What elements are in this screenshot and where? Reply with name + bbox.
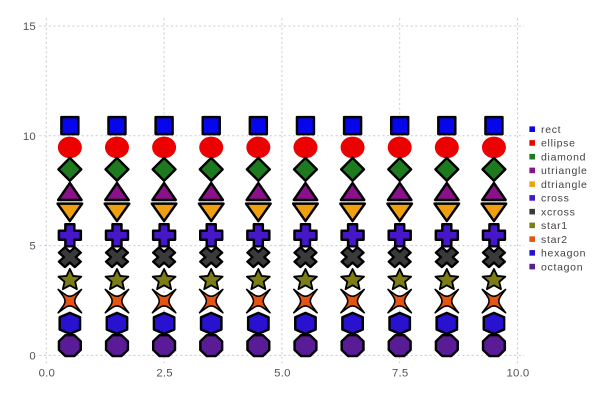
svg-text:0.0: 0.0 — [39, 368, 55, 380]
svg-text:star2: star2 — [541, 234, 568, 246]
svg-text:15: 15 — [23, 21, 36, 33]
svg-text:rect: rect — [541, 124, 561, 136]
svg-text:utriangle: utriangle — [541, 165, 588, 177]
svg-text:2.5: 2.5 — [156, 368, 172, 380]
svg-text:octagon: octagon — [541, 261, 583, 273]
svg-text:diamond: diamond — [541, 151, 586, 163]
svg-text:hexagon: hexagon — [541, 248, 586, 260]
svg-text:10.0: 10.0 — [507, 368, 530, 380]
svg-text:5.0: 5.0 — [274, 368, 290, 380]
svg-text:star1: star1 — [541, 220, 568, 232]
svg-text:cross: cross — [541, 193, 570, 205]
svg-text:10: 10 — [23, 131, 36, 143]
svg-text:0: 0 — [29, 350, 36, 362]
svg-text:dtriangle: dtriangle — [541, 179, 588, 191]
svg-text:ellipse: ellipse — [541, 138, 576, 150]
svg-text:5: 5 — [29, 241, 36, 253]
svg-text:xcross: xcross — [541, 206, 576, 218]
svg-text:7.5: 7.5 — [392, 368, 408, 380]
